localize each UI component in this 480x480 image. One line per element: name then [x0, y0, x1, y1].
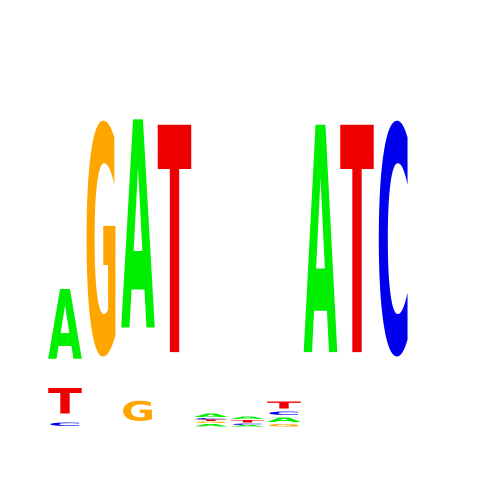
logo-column-8: A [304, 62, 338, 426]
logo-letter-T: T [48, 382, 82, 422]
logo-letter-C: C [377, 63, 411, 427]
logo-letter-A: A [194, 423, 228, 427]
logo-letter-C: C [194, 418, 228, 420]
logo-letter-G: G [267, 423, 301, 427]
logo-column-9: T [340, 63, 374, 426]
logo-letter-C: C [267, 411, 301, 417]
logo-letter-A: A [267, 416, 302, 423]
logo-column-10: C [377, 63, 411, 427]
logo-letter-C: C [48, 421, 82, 427]
logo-letter-G: G [121, 397, 155, 428]
logo-column-2: G [85, 63, 119, 426]
logo-letter-T: T [194, 420, 228, 422]
logo-letter-T: T [340, 63, 374, 426]
logo-letter-A: A [231, 425, 265, 427]
logo-column-3: GA [121, 63, 155, 427]
logo-letter-T: T [158, 63, 192, 426]
logo-letter-G: G [194, 422, 228, 424]
logo-letter-A: A [121, 63, 155, 396]
logo-letter-A: A [231, 416, 265, 420]
logo-letter-A: A [48, 271, 82, 381]
logo-letter-A: A [194, 413, 229, 418]
logo-letter-A: A [304, 62, 338, 426]
logo-letter-T: T [231, 420, 265, 424]
logo-column-1: CTA [48, 271, 82, 427]
logo-letter-G: G [85, 63, 119, 426]
logo-column-4: T [158, 63, 192, 426]
logo-letter-T: T [267, 400, 302, 411]
logo-letter-C: C [231, 423, 265, 425]
